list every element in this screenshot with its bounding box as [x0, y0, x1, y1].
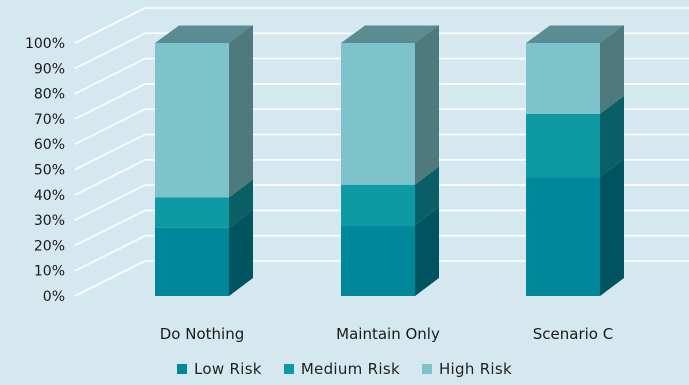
floor-edge: [74, 260, 146, 297]
legend-item-low-risk: Low Risk: [177, 360, 262, 378]
bar-segment: [341, 184, 415, 226]
bar-segment: [526, 113, 600, 178]
y-tick-label: 100%: [25, 36, 65, 52]
bar-side: [229, 25, 253, 198]
bar-top: [155, 25, 253, 43]
y-tick-label: 10%: [34, 264, 65, 280]
gridline-2: [74, 209, 689, 247]
y-axis-ticks: 0% 10% 20% 30% 40% 50% 60% 70% 80% 90% 100%: [25, 36, 65, 305]
y-tick-label: 40%: [34, 188, 65, 204]
legend-label-high-risk: High Risk: [438, 360, 512, 378]
y-tick-label: 50%: [34, 163, 65, 179]
bar-top: [526, 25, 624, 43]
gridline-9: [74, 32, 689, 70]
y-tick-label: 60%: [34, 137, 65, 153]
gridline-5: [74, 133, 689, 171]
bar-group-1: [341, 25, 439, 296]
y-tick-label: 90%: [34, 61, 65, 77]
bar-segment: [155, 197, 229, 228]
legend-label-medium-risk: Medium Risk: [300, 360, 400, 378]
y-tick-label: 80%: [34, 87, 65, 103]
y-tick-label: 0%: [43, 289, 65, 305]
gridline-6: [74, 108, 689, 145]
legend-swatch-medium-risk: [283, 364, 294, 374]
legend-item-high-risk: High Risk: [421, 360, 512, 378]
bars: [155, 25, 624, 296]
legend-label-low-risk: Low Risk: [194, 360, 262, 378]
bar-segment: [526, 177, 600, 296]
x-tick-label: Scenario C: [533, 325, 613, 343]
x-tick-label: Do Nothing: [160, 325, 244, 343]
gridline-3: [74, 184, 689, 221]
bar-segment: [155, 43, 229, 198]
bar-side: [600, 95, 624, 178]
gridline-4: [74, 159, 689, 196]
x-tick-label: Maintain Only: [336, 325, 440, 343]
legend-item-medium-risk: Medium Risk: [283, 360, 400, 378]
bar-side: [415, 166, 439, 226]
gridline-10: [74, 7, 689, 44]
gridlines: [74, 7, 689, 297]
bar-segment: [341, 43, 415, 185]
bar-top: [341, 25, 439, 43]
bar-side: [229, 179, 253, 228]
bar-side: [229, 209, 253, 296]
bar-side: [415, 25, 439, 185]
legend: Low Risk Medium Risk High Risk: [0, 360, 689, 378]
gridline-8: [74, 57, 689, 95]
bar-segment: [155, 227, 229, 296]
bar-side: [600, 25, 624, 114]
gridline-1: [74, 234, 689, 272]
x-axis-labels: Do Nothing Maintain Only Scenario C: [160, 325, 613, 343]
bar-side: [415, 207, 439, 296]
legend-swatch-low-risk: [177, 364, 187, 374]
legend-swatch-high-risk: [421, 364, 432, 374]
bar-segment: [341, 225, 415, 296]
gridline-7: [74, 83, 689, 120]
bar-segment: [526, 43, 600, 114]
bar-side: [600, 159, 624, 296]
y-tick-label: 70%: [34, 112, 65, 128]
bar-group-0: [155, 25, 253, 296]
y-tick-label: 20%: [34, 238, 65, 254]
y-tick-label: 30%: [34, 213, 65, 229]
bar-group-2: [526, 25, 624, 296]
